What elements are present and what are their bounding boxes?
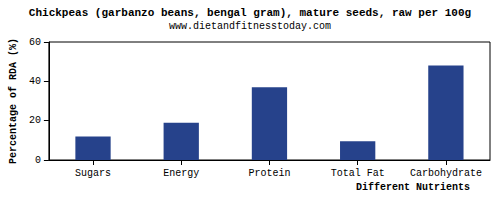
svg-text:Different Nutrients: Different Nutrients [356,182,470,193]
svg-text:Carbohydrate: Carbohydrate [410,168,482,179]
svg-text:www.dietandfitnesstoday.com: www.dietandfitnesstoday.com [169,21,331,32]
svg-text:40: 40 [29,76,41,87]
svg-text:Percentage of RDA (%): Percentage of RDA (%) [8,38,19,164]
svg-text:Chickpeas (garbanzo beans, ben: Chickpeas (garbanzo beans, bengal gram),… [29,7,471,19]
svg-text:0: 0 [35,155,41,166]
svg-text:Protein: Protein [248,168,290,179]
svg-text:20: 20 [29,115,41,126]
svg-text:Sugars: Sugars [75,168,111,179]
svg-text:60: 60 [29,37,41,48]
svg-text:Total Fat: Total Fat [331,168,385,179]
svg-text:Energy: Energy [163,168,199,179]
